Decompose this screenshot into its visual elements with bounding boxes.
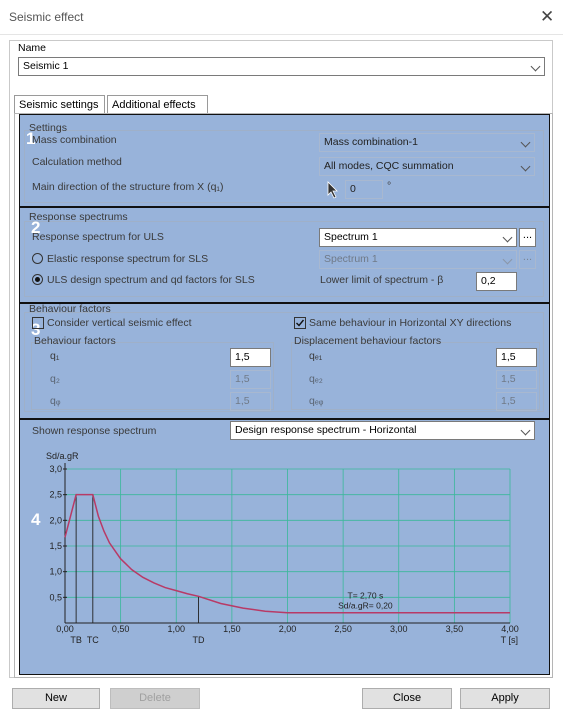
x-tick-label: 3,00 — [390, 624, 408, 634]
behaviour-factors-group — [24, 312, 544, 412]
chevron-down-icon — [520, 137, 531, 148]
delete-button[interactable]: Delete — [110, 688, 200, 709]
uls-design-label: ULS design spectrum and qd factors for S… — [47, 274, 255, 286]
y-tick-label: 1,0 — [49, 567, 62, 577]
qd1-input[interactable]: 1,5 — [496, 348, 537, 367]
annotation-t: T= 2,70 s — [348, 591, 384, 601]
checkmark-icon — [296, 319, 305, 327]
displacement-factors-title: Displacement behaviour factors — [294, 335, 442, 347]
uls-spectrum-more-button[interactable]: ... — [519, 228, 536, 247]
section-3-number: 3 — [31, 320, 41, 339]
x-tick-label: 4,00 — [501, 624, 519, 634]
x-tick-label: 2,50 — [334, 624, 352, 634]
qz-label: qᵩ — [50, 395, 61, 407]
q2-input[interactable]: 1,5 — [230, 370, 271, 389]
qd2-input[interactable]: 1,5 — [496, 370, 537, 389]
qd2-label: qₑ₂ — [309, 373, 323, 385]
main-direction-input[interactable]: 0 — [345, 180, 383, 199]
qdz-input[interactable]: 1,5 — [496, 392, 537, 411]
x-tick-label: 1,00 — [167, 624, 185, 634]
qdz-label: qₑᵩ — [309, 395, 324, 407]
elastic-sls-radio[interactable] — [32, 253, 43, 264]
vertical-seismic-label: Consider vertical seismic effect — [47, 317, 192, 329]
q1-label: q₁ — [50, 350, 60, 362]
chevron-down-icon — [520, 161, 531, 172]
settings-group — [24, 130, 544, 203]
close-button[interactable]: Close — [362, 688, 452, 709]
chevron-down-icon — [520, 425, 531, 436]
section-1-overlay — [19, 114, 550, 207]
title-bar: Seismic effect ✕ — [0, 0, 563, 35]
section-4-number: 4 — [31, 510, 41, 529]
behaviour-factors-group-title: Behaviour factors — [29, 303, 111, 315]
x-tick-label: 2,00 — [279, 624, 297, 634]
displacement-factors-box — [291, 342, 540, 410]
beta-input[interactable]: 0,2 — [476, 272, 517, 291]
chevron-down-icon — [502, 254, 513, 265]
chevron-down-icon — [530, 61, 541, 72]
marker-label-td: TD — [193, 635, 205, 645]
x-tick-label: 0,50 — [112, 624, 130, 634]
calculation-method-select[interactable]: All modes, CQC summation — [319, 157, 535, 176]
name-value: Seismic 1 — [23, 60, 69, 72]
y-tick-label: 0,5 — [49, 592, 62, 602]
same-behaviour-checkbox[interactable] — [294, 317, 306, 329]
y-tick-label: 1,5 — [49, 541, 62, 551]
behaviour-factors-title: Behaviour factors — [34, 335, 116, 347]
apply-button[interactable]: Apply — [460, 688, 550, 709]
uls-spectrum-select[interactable]: Spectrum 1 — [319, 228, 517, 247]
degree-unit: ° — [387, 180, 392, 192]
name-label: Name — [18, 42, 47, 54]
qd1-label: qₑ₁ — [309, 350, 323, 362]
spectrum-chart: Sd/a.gR 0,5 1,0 1,5 2,0 2,5 3,0 0,00 0,50 1,00 1,5… — [46, 451, 519, 645]
beta-label: Lower limit of spectrum - β — [320, 274, 444, 286]
x-axis-label: T [s] — [501, 635, 518, 645]
y-tick-label: 3,0 — [49, 464, 62, 474]
shown-spectrum-label: Shown response spectrum — [32, 425, 157, 437]
vertical-seismic-checkbox[interactable] — [32, 317, 44, 329]
y-axis-label: Sd/a.gR — [46, 451, 79, 461]
name-combo[interactable]: Seismic 1 — [18, 57, 545, 76]
response-spectrums-group — [24, 221, 544, 297]
x-tick-label: 0,00 — [56, 624, 74, 634]
q2-label: q₂ — [50, 373, 60, 385]
section-2-number: 2 — [31, 218, 41, 237]
window-title: Seismic effect — [9, 10, 84, 24]
pick-cursor-icon[interactable] — [326, 181, 340, 199]
tab-seismic-settings[interactable]: Seismic settings — [14, 95, 105, 114]
x-tick-label: 1,50 — [223, 624, 241, 634]
elastic-spectrum-more-button[interactable]: ... — [519, 250, 536, 269]
mass-combination-label: Mass combination — [32, 134, 117, 146]
main-direction-label: Main direction of the structure from X (… — [32, 181, 224, 193]
behaviour-factors-box — [31, 342, 274, 410]
response-spectrums-title: Response spectrums — [29, 211, 128, 223]
same-behaviour-label: Same behaviour in Horizontal XY directio… — [309, 317, 512, 329]
section-3-overlay — [19, 303, 550, 419]
spectrum-curve — [64, 493, 510, 614]
section-4-overlay — [19, 419, 550, 675]
y-tick-label: 2,0 — [49, 515, 62, 525]
x-tick-label: 3,50 — [446, 624, 464, 634]
chevron-down-icon — [502, 232, 513, 243]
section-2-overlay — [19, 207, 550, 303]
settings-group-title: Settings — [29, 122, 67, 134]
close-icon[interactable]: ✕ — [540, 7, 555, 26]
uls-spectrum-label: Response spectrum for ULS — [32, 231, 164, 243]
uls-design-radio[interactable] — [32, 274, 43, 285]
elastic-spectrum-select[interactable]: Spectrum 1 — [319, 250, 517, 269]
mass-combination-select[interactable]: Mass combination-1 — [319, 133, 535, 152]
qz-input[interactable]: 1,5 — [230, 392, 271, 411]
q1-input[interactable]: 1,5 — [230, 348, 271, 367]
calculation-method-label: Calculation method — [32, 156, 122, 168]
new-button[interactable]: New — [12, 688, 100, 709]
shown-spectrum-select[interactable]: Design response spectrum - Horizontal — [230, 421, 535, 440]
marker-label-tb: TB — [70, 635, 82, 645]
elastic-sls-label: Elastic response spectrum for SLS — [47, 253, 209, 265]
annotation-sd: Sd/a.gR= 0,20 — [338, 601, 393, 611]
tab-additional-effects[interactable]: Additional effects — [107, 95, 208, 114]
marker-label-tc: TC — [87, 635, 99, 645]
y-tick-label: 2,5 — [49, 490, 62, 500]
section-1-number: 1 — [26, 129, 36, 148]
